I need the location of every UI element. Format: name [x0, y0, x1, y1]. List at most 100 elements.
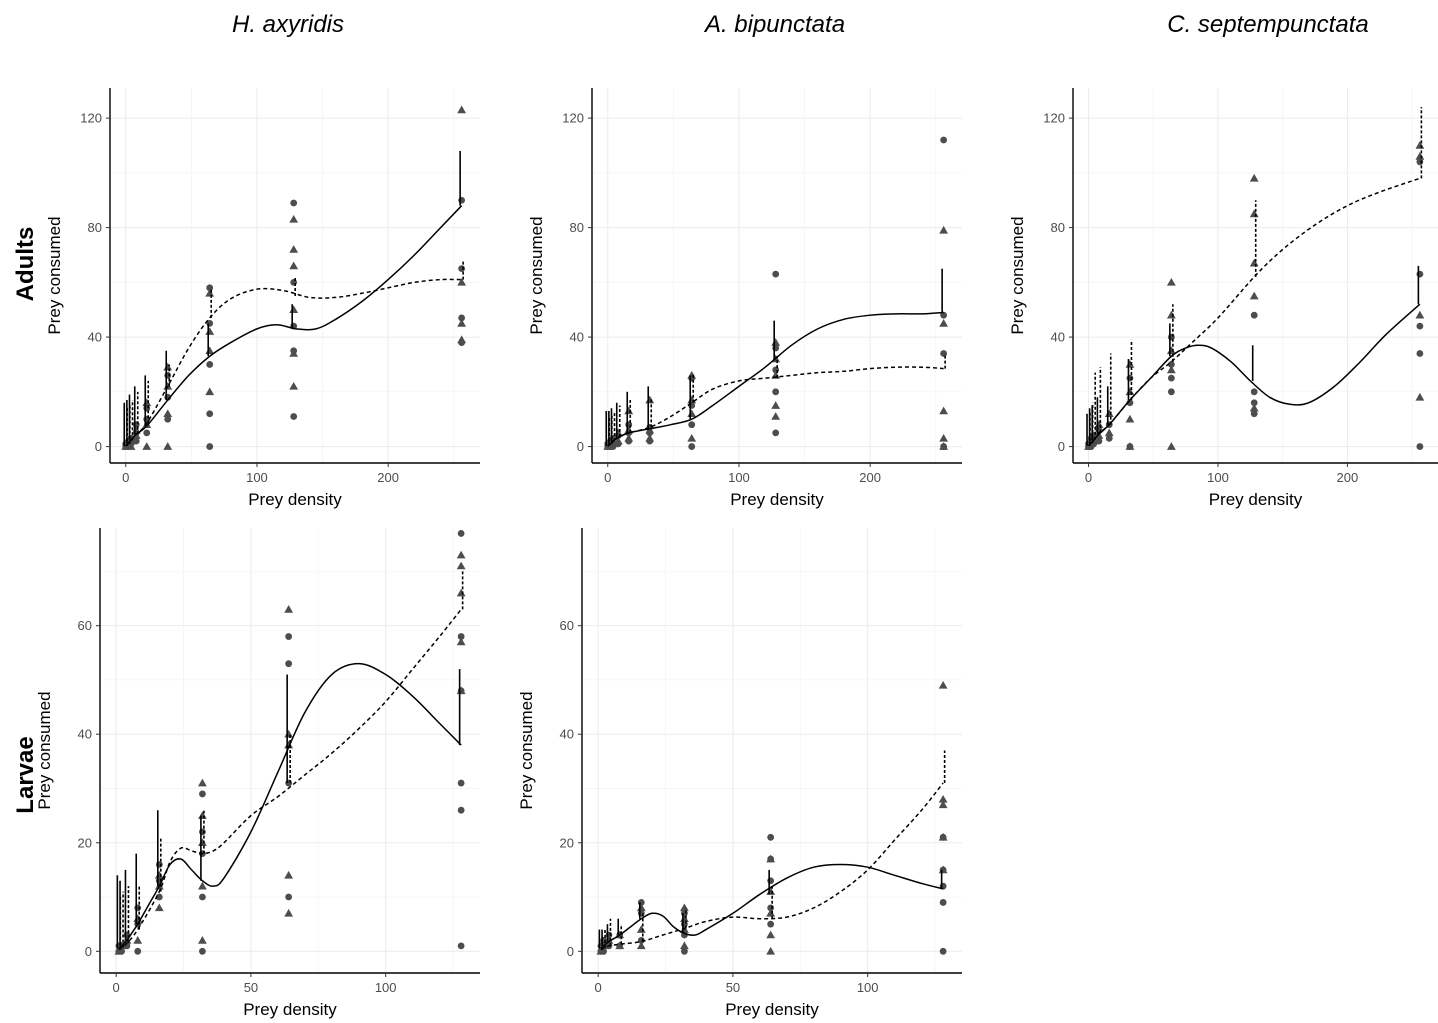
data-point-circle — [681, 947, 688, 955]
panel-5: 0 50 100 0 20 40 60 Prey density Prey consumed — [517, 528, 962, 1019]
data-point-circle — [143, 429, 151, 437]
data-point-triangle — [766, 887, 776, 895]
y-axis-title: Prey consumed — [1008, 216, 1027, 334]
data-point-circle — [458, 265, 466, 273]
data-point-circle — [688, 421, 696, 429]
x-tick-label: 100 — [1207, 470, 1229, 485]
data-point-triangle — [938, 680, 948, 689]
data-point-circle — [199, 828, 206, 836]
data-point-triangle — [687, 395, 697, 404]
column-title-2: A. bipunctata — [703, 11, 845, 38]
data-point-triangle — [1125, 360, 1135, 368]
x-tick-label: 0 — [604, 470, 611, 485]
data-point-triangle — [126, 442, 136, 450]
y-tick-label: 60 — [560, 618, 574, 633]
data-point-circle — [457, 806, 465, 814]
data-point-triangle — [687, 371, 697, 379]
data-point-triangle — [289, 349, 299, 357]
data-point-triangle — [680, 914, 689, 923]
data-point-circle — [199, 790, 206, 798]
x-tick-label: 0 — [113, 980, 120, 995]
panel-4: 0 50 100 0 20 40 60 Prey density Prey consumed — [35, 528, 480, 1019]
x-tick-label: 0 — [1085, 470, 1092, 485]
data-point-triangle — [766, 908, 776, 917]
data-point-triangle — [163, 362, 173, 371]
x-axis-title: Prey density — [243, 1000, 337, 1019]
data-point-triangle — [1249, 291, 1259, 300]
fit-curve-dashed — [1087, 177, 1421, 447]
data-point-circle — [1105, 434, 1113, 442]
data-point-triangle — [205, 387, 215, 396]
data-point-circle — [772, 270, 780, 278]
data-point-circle — [1416, 350, 1424, 357]
data-point-circle — [285, 633, 293, 640]
data-point-triangle — [938, 794, 948, 803]
data-point-circle — [199, 893, 206, 901]
data-point-triangle — [624, 406, 634, 415]
y-tick-label: 40 — [1051, 330, 1065, 345]
data-point-circle — [155, 893, 163, 901]
data-point-triangle — [604, 936, 614, 944]
data-point-triangle — [198, 881, 207, 890]
y-axis-title: Prey consumed — [517, 691, 536, 809]
data-point-circle — [939, 899, 947, 906]
y-axis-title: Prey consumed — [527, 216, 546, 334]
data-point-circle — [290, 413, 298, 420]
data-point-circle — [1167, 374, 1175, 382]
data-point-circle — [290, 199, 298, 207]
data-point-triangle — [456, 588, 466, 597]
data-point-triangle — [1125, 387, 1135, 396]
data-point-circle — [206, 443, 214, 450]
y-tick-label: 120 — [80, 111, 102, 126]
fit-curve-solid — [600, 863, 944, 950]
data-point-triangle — [938, 800, 948, 809]
fit-curve-dashed — [600, 782, 944, 951]
data-point-circle — [206, 410, 214, 418]
data-point-triangle — [205, 288, 215, 297]
data-point-triangle — [154, 903, 164, 912]
fit-curve-solid — [607, 311, 944, 447]
data-point-triangle — [289, 245, 299, 253]
data-point-triangle — [1166, 277, 1176, 286]
data-point-triangle — [766, 930, 776, 939]
data-point-triangle — [1415, 152, 1425, 160]
y-tick-label: 0 — [567, 944, 574, 959]
data-point-circle — [457, 779, 465, 787]
data-point-triangle — [596, 946, 606, 955]
data-point-circle — [164, 415, 172, 423]
data-point-triangle — [766, 854, 776, 863]
x-axis-title: Prey density — [725, 1000, 819, 1019]
fit-curve-solid — [118, 662, 462, 950]
data-point-circle — [940, 311, 948, 319]
data-point-circle — [132, 437, 140, 445]
data-point-triangle — [1249, 258, 1259, 267]
data-point-triangle — [1166, 365, 1176, 374]
y-tick-label: 120 — [1043, 111, 1065, 126]
data-point-circle — [1416, 443, 1424, 450]
y-tick-label: 40 — [560, 727, 574, 742]
data-point-circle — [206, 284, 214, 292]
data-point-circle — [1167, 333, 1175, 341]
data-point-triangle — [205, 327, 215, 335]
data-point-triangle — [687, 409, 697, 418]
data-point-triangle — [198, 838, 207, 847]
x-tick-label: 200 — [377, 470, 399, 485]
data-point-circle — [1250, 399, 1258, 407]
data-point-triangle — [163, 409, 173, 418]
data-point-circle — [1416, 270, 1424, 278]
y-axis-title: Prey consumed — [45, 216, 64, 334]
data-point-circle — [134, 947, 142, 955]
fit-curve-dashed — [125, 278, 462, 447]
data-point-triangle — [939, 433, 949, 442]
data-point-triangle — [456, 637, 466, 646]
data-point-circle — [206, 361, 214, 368]
data-point-triangle — [289, 214, 299, 223]
data-point-triangle — [457, 277, 467, 286]
data-point-triangle — [198, 778, 207, 787]
data-point-circle — [457, 530, 465, 537]
x-axis-title: Prey density — [248, 490, 342, 509]
data-point-triangle — [624, 433, 634, 442]
data-point-triangle — [645, 433, 655, 442]
y-tick-label: 40 — [570, 330, 584, 345]
data-point-triangle — [1415, 310, 1425, 319]
